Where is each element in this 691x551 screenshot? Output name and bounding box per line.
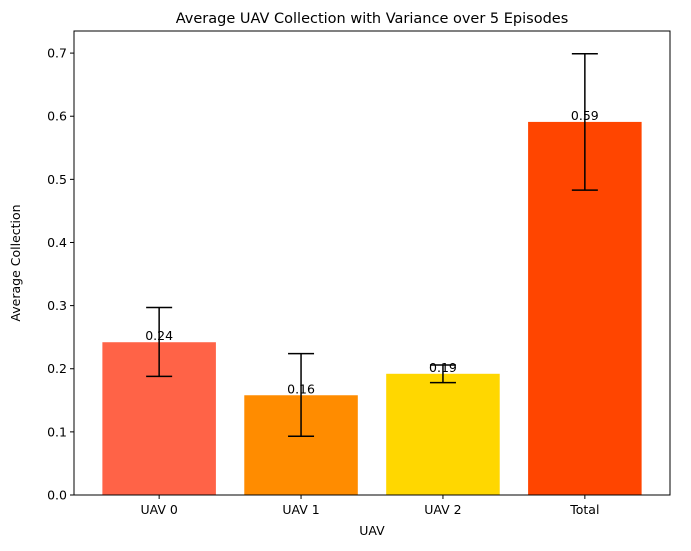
plot-frame <box>73 30 671 496</box>
value-label: 0.59 <box>571 108 599 123</box>
x-tick-label: UAV 0 <box>140 502 177 517</box>
x-axis-label: UAV <box>359 523 385 538</box>
errorbar-layer <box>146 52 598 438</box>
y-tick-label: 0.3 <box>47 298 67 313</box>
y-tick-label: 0.6 <box>47 109 67 124</box>
x-axis: UAV 0 UAV 1 UAV 2 Total <box>140 495 599 517</box>
bars-layer <box>102 121 642 495</box>
y-tick-label: 0.0 <box>47 488 67 503</box>
x-tick-label: UAV 1 <box>282 502 319 517</box>
value-label-layer: 0.24 0.16 0.19 0.59 <box>145 108 599 396</box>
value-label: 0.24 <box>145 328 173 343</box>
y-tick-label: 0.7 <box>47 46 67 61</box>
error-bar <box>571 52 598 191</box>
y-tick-label: 0.2 <box>47 361 67 376</box>
value-label: 0.19 <box>429 360 457 375</box>
y-axis: 0.0 0.1 0.2 0.3 0.4 0.5 0.6 0.7 <box>47 46 74 503</box>
chart-title: Average UAV Collection with Variance ove… <box>176 11 569 27</box>
y-tick-label: 0.1 <box>47 424 67 439</box>
y-tick-label: 0.5 <box>47 172 67 187</box>
y-tick-label: 0.4 <box>47 235 67 250</box>
y-axis-label: Average Collection <box>8 204 23 321</box>
value-label: 0.16 <box>287 381 315 396</box>
bar-uav-2 <box>386 373 500 495</box>
error-bar <box>288 352 315 438</box>
x-tick-label: Total <box>569 502 599 517</box>
error-bar <box>146 306 173 378</box>
x-tick-label: UAV 2 <box>424 502 461 517</box>
error-bar <box>429 364 456 384</box>
